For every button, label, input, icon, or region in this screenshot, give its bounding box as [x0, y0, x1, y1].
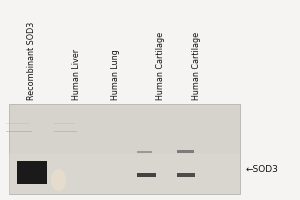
- Bar: [6, 123, 28, 124]
- Bar: [177, 173, 195, 177]
- Bar: [177, 150, 194, 153]
- Text: ←SOD3: ←SOD3: [246, 164, 279, 173]
- Text: Human Cartilage: Human Cartilage: [156, 32, 165, 100]
- Text: Human Lung: Human Lung: [111, 49, 120, 100]
- Bar: [9, 104, 240, 194]
- Ellipse shape: [51, 169, 66, 191]
- Bar: [54, 123, 75, 124]
- Bar: [6, 131, 31, 132]
- Bar: [136, 173, 156, 177]
- Text: Human Liver: Human Liver: [72, 49, 81, 100]
- Bar: [9, 154, 240, 194]
- Bar: [16, 161, 46, 184]
- Text: Recombinant SOD3: Recombinant SOD3: [27, 22, 36, 100]
- Bar: [136, 151, 152, 153]
- Text: Human Cartilage: Human Cartilage: [192, 32, 201, 100]
- Bar: [54, 131, 76, 132]
